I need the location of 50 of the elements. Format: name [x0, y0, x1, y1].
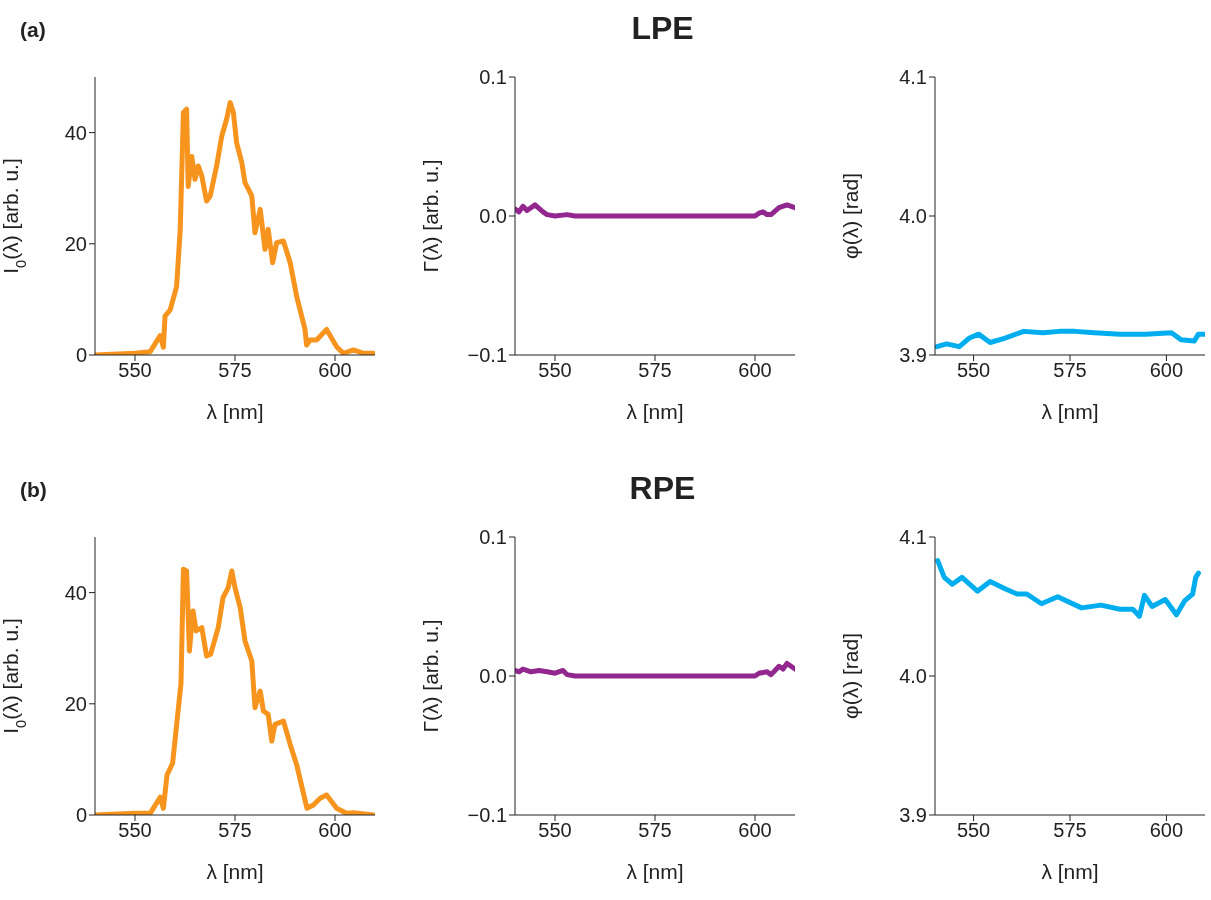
- x-tick-label: 550: [118, 359, 152, 382]
- x-tick-label: 600: [1149, 359, 1184, 382]
- y-tick-label: 20: [64, 692, 87, 715]
- x-tick-label: 550: [118, 819, 152, 842]
- y-tick-label: 0.0: [479, 665, 507, 688]
- chart-title: RPE: [628, 470, 697, 507]
- y-tick-label: 40: [64, 121, 87, 144]
- text: (a): [20, 18, 46, 42]
- y-tick-label: 40: [64, 581, 87, 604]
- y-tick-label: 4.1: [899, 526, 927, 549]
- x-tick-label: 575: [638, 359, 672, 382]
- y-tick-label: −0.1: [467, 344, 507, 367]
- x-axis-title: λ [nm]: [1041, 400, 1099, 423]
- y-tick-label: 20: [64, 232, 87, 255]
- y-tick-label: 0: [75, 344, 87, 367]
- x-tick-label: 600: [1149, 819, 1184, 842]
- x-tick-label: 600: [318, 359, 352, 382]
- text: (b): [20, 478, 47, 502]
- x-axis-title: λ [nm]: [626, 400, 684, 423]
- x-axis-title: λ [nm]: [206, 860, 264, 883]
- y-axis-title: Γ(λ) [arb. u.]: [419, 619, 442, 733]
- y-tick-label: 0.1: [479, 66, 507, 89]
- x-tick-label: 575: [1053, 359, 1087, 382]
- x-tick-label: 550: [538, 819, 572, 842]
- chart-title: LPE: [630, 10, 695, 47]
- x-tick-label: 600: [738, 359, 772, 382]
- x-tick-label: 600: [318, 819, 352, 842]
- y-axis-title: Γ(λ) [arb. u.]: [419, 159, 442, 273]
- y-tick-label: 3.9: [899, 344, 927, 367]
- y-tick-label: 4.0: [899, 205, 927, 228]
- y-tick-label: 0.0: [479, 205, 507, 228]
- x-axis-title: λ [nm]: [206, 400, 264, 423]
- x-axis-title: λ [nm]: [1041, 860, 1099, 883]
- x-tick-label: 550: [956, 819, 991, 842]
- x-tick-label: 550: [956, 359, 991, 382]
- x-tick-label: 600: [738, 819, 772, 842]
- y-axis-title: φ(λ) [rad]: [839, 633, 862, 719]
- y-tick-label: 4.1: [899, 66, 927, 89]
- x-tick-label: 575: [1053, 819, 1087, 842]
- y-tick-label: 0.1: [479, 526, 507, 549]
- x-tick-label: 550: [538, 359, 572, 382]
- y-axis-title: φ(λ) [rad]: [839, 173, 862, 259]
- y-tick-label: 0: [75, 804, 87, 827]
- y-tick-label: 3.9: [899, 804, 927, 827]
- x-axis-title: λ [nm]: [626, 860, 684, 883]
- x-tick-label: 575: [638, 819, 672, 842]
- y-tick-label: 4.0: [899, 665, 927, 688]
- x-tick-label: 575: [218, 819, 252, 842]
- y-tick-label: −0.1: [467, 804, 507, 827]
- x-tick-label: 575: [218, 359, 252, 382]
